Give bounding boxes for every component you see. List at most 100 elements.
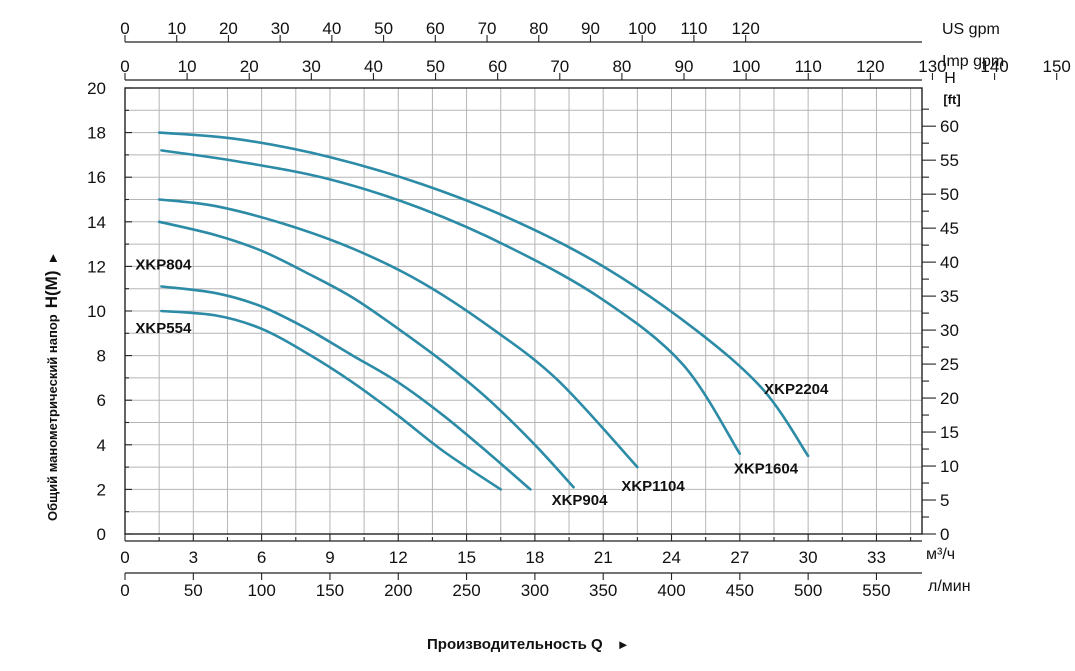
x-lmin-tick-label: 250 (452, 581, 480, 600)
x-impgpm-tick-label: 30 (302, 57, 321, 76)
x-impgpm-tick-label: 130 (918, 57, 946, 76)
curve-xkp1604 (160, 149, 742, 455)
curve-xkp1104 (157, 198, 639, 469)
curve-xkp2204 (157, 131, 810, 458)
series-label-xkp554: XKP554 (135, 320, 192, 337)
y-right-tick-label: 15 (940, 423, 959, 442)
x-lmin-tick-label: 500 (794, 581, 822, 600)
x-m3h-tick-label: 30 (799, 548, 818, 567)
x-usgpm-tick-label: 90 (581, 19, 600, 38)
x-usgpm-tick-label: 10 (167, 19, 186, 38)
x-impgpm-tick-label: 0 (120, 57, 129, 76)
x-lmin-tick-label: 300 (521, 581, 549, 600)
x-impgpm-tick-label: 120 (856, 57, 884, 76)
x-impgpm-tick-label: 60 (488, 57, 507, 76)
y-right-unit-top: H (944, 70, 956, 87)
x-impgpm-tick-label: 90 (675, 57, 694, 76)
x-lmin-tick-label: 100 (247, 581, 275, 600)
series-label-xkp2204: XKP2204 (764, 381, 829, 398)
x-lmin-tick-label: 350 (589, 581, 617, 600)
y-right-tick-label: 20 (940, 389, 959, 408)
x-usgpm-tick-label: 70 (478, 19, 497, 38)
curve-xkp554 (160, 309, 502, 491)
x-axis-title: Производительность Q ► (427, 636, 630, 653)
y-left-tick-label: 18 (87, 124, 106, 143)
y-right-tick-label: 50 (940, 185, 959, 204)
x-impgpm-tick-label: 140 (980, 57, 1008, 76)
x-m3h-tick-label: 18 (525, 548, 544, 567)
x-impgpm-unit: Imp gpm (942, 53, 1004, 70)
series-curves (157, 131, 810, 491)
y-left-tick-label: 0 (97, 525, 106, 544)
y-left-tick-label: 4 (97, 436, 106, 455)
y-left-tick-label: 10 (87, 302, 106, 321)
x-impgpm-tick-label: 70 (550, 57, 569, 76)
grid (125, 88, 922, 534)
y-right-tick-label: 10 (940, 457, 959, 476)
x-usgpm-tick-label: 40 (322, 19, 341, 38)
x-m3h-tick-label: 6 (257, 548, 266, 567)
x-m3h-tick-label: 12 (389, 548, 408, 567)
x-usgpm-tick-label: 80 (529, 19, 548, 38)
x-m3h-tick-label: 9 (325, 548, 334, 567)
x-impgpm-tick-label: 80 (612, 57, 631, 76)
x-lmin-tick-label: 550 (862, 581, 890, 600)
y-right-tick-label: 30 (940, 321, 959, 340)
y-right-tick-label: 35 (940, 287, 959, 306)
x-m3h-tick-label: 0 (120, 548, 129, 567)
x-m3h-unit: м³/ч (926, 546, 955, 563)
x-lmin-tick-label: 50 (184, 581, 203, 600)
y-right-tick-label: 55 (940, 151, 959, 170)
x-usgpm-tick-label: 50 (374, 19, 393, 38)
y-right-tick-label: 5 (940, 491, 949, 510)
x-lmin-unit: л/мин (928, 578, 971, 595)
x-m3h-tick-label: 27 (730, 548, 749, 567)
y-left-tick-label: 8 (97, 347, 106, 366)
x-usgpm-tick-label: 100 (628, 19, 656, 38)
x-impgpm-tick-label: 20 (240, 57, 259, 76)
x-m3h-tick-label: 33 (867, 548, 886, 567)
axes (124, 35, 1058, 580)
y-left-tick-label: 2 (97, 480, 106, 499)
y-right-tick-label: 45 (940, 219, 959, 238)
y-right-tick-label: 40 (940, 253, 959, 272)
x-impgpm-tick-label: 10 (178, 57, 197, 76)
curve-xkp904 (157, 220, 575, 489)
x-lmin-tick-label: 200 (384, 581, 412, 600)
series-label-xkp1604: XKP1604 (734, 461, 799, 478)
y-left-tick-label: 12 (87, 257, 106, 276)
y-right-unit: [ft] (943, 92, 960, 107)
x-impgpm-tick-label: 100 (732, 57, 760, 76)
x-lmin-tick-label: 150 (316, 581, 344, 600)
x-lmin-tick-label: 0 (120, 581, 129, 600)
x-m3h-tick-label: 24 (662, 548, 681, 567)
y-right-tick-label: 25 (940, 355, 959, 374)
x-usgpm-tick-label: 60 (426, 19, 445, 38)
series-label-xkp1104: XKP1104 (621, 478, 685, 495)
series-label-xkp904: XKP904 (552, 492, 609, 509)
x-usgpm-unit: US gpm (942, 21, 1000, 38)
x-impgpm-tick-label: 40 (364, 57, 383, 76)
x-lmin-tick-label: 450 (726, 581, 754, 600)
labels: 0246810121416182005101520253035404550556… (87, 19, 1071, 600)
x-impgpm-tick-label: 50 (426, 57, 445, 76)
curve-xkp804 (160, 285, 532, 491)
x-usgpm-tick-label: 120 (731, 19, 759, 38)
x-impgpm-tick-label: 150 (1042, 57, 1070, 76)
x-m3h-tick-label: 21 (594, 548, 613, 567)
y-left-tick-label: 6 (97, 391, 106, 410)
y-axis-title: Общий манометрический напорH(M)► (42, 252, 61, 521)
x-usgpm-tick-label: 110 (680, 19, 707, 38)
y-right-tick-label: 60 (940, 117, 959, 136)
y-left-tick-label: 14 (87, 213, 106, 232)
x-m3h-tick-label: 15 (457, 548, 476, 567)
x-usgpm-tick-label: 0 (120, 19, 129, 38)
y-left-tick-label: 16 (87, 168, 106, 187)
series-label-xkp804: XKP804 (135, 256, 192, 273)
y-right-tick-label: 0 (940, 525, 949, 544)
x-usgpm-tick-label: 20 (219, 19, 238, 38)
x-m3h-tick-label: 3 (189, 548, 198, 567)
x-lmin-tick-label: 400 (657, 581, 685, 600)
x-impgpm-tick-label: 110 (795, 57, 822, 76)
